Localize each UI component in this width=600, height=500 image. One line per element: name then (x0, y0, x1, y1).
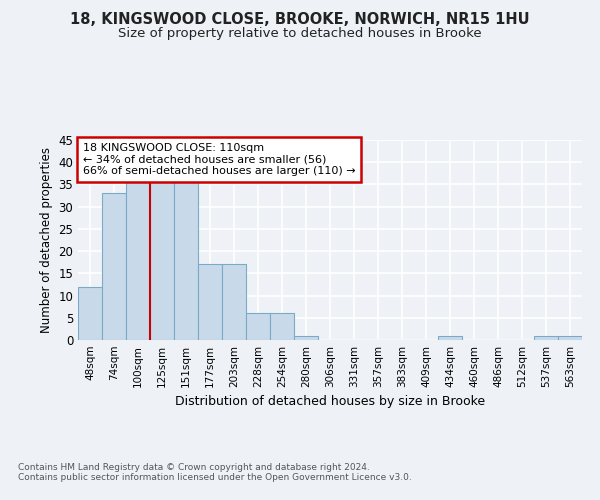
Bar (78, 286, 102, 340)
Bar (102, 194, 126, 340)
Bar (270, 314, 294, 340)
Text: 18 KINGSWOOD CLOSE: 110sqm
← 34% of detached houses are smaller (56)
66% of semi: 18 KINGSWOOD CLOSE: 110sqm ← 34% of deta… (83, 143, 356, 176)
X-axis label: Distribution of detached houses by size in Brooke: Distribution of detached houses by size … (175, 396, 485, 408)
Bar (198, 264, 222, 340)
Bar (294, 336, 318, 340)
Bar (150, 180, 174, 340)
Text: Contains HM Land Registry data © Crown copyright and database right 2024.
Contai: Contains HM Land Registry data © Crown c… (18, 462, 412, 482)
Text: Size of property relative to detached houses in Brooke: Size of property relative to detached ho… (118, 28, 482, 40)
Bar (558, 336, 582, 340)
Bar (126, 180, 150, 340)
Bar (222, 264, 246, 340)
Bar (438, 336, 462, 340)
Y-axis label: Number of detached properties: Number of detached properties (40, 147, 53, 333)
Bar (246, 314, 270, 340)
Text: 18, KINGSWOOD CLOSE, BROOKE, NORWICH, NR15 1HU: 18, KINGSWOOD CLOSE, BROOKE, NORWICH, NR… (70, 12, 530, 28)
Bar (174, 176, 198, 340)
Bar (534, 336, 558, 340)
